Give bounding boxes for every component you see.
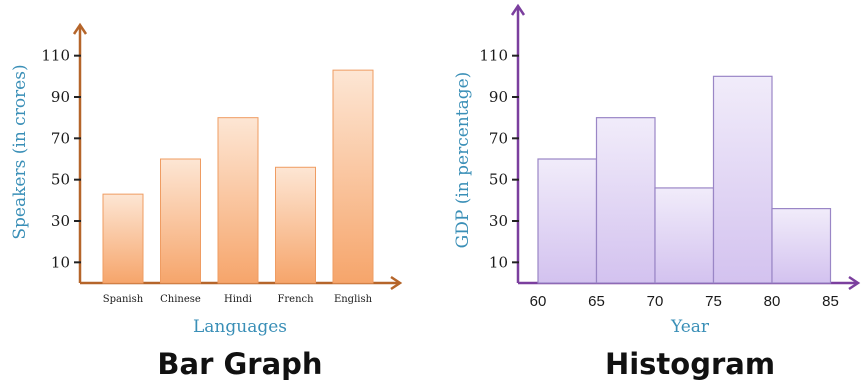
histogram-bin-80-85	[771, 208, 832, 284]
bar-graph: 10 30 50 70 90 110 Spanish Chinese Hindi French E…	[10, 22, 403, 381]
bar-graph-caption: Bar Graph	[157, 347, 322, 381]
histogram-y-tick-label: 30	[489, 212, 508, 230]
histogram-bin-70-75	[654, 187, 715, 284]
bar-graph-category-label: English	[334, 294, 373, 305]
bar-english	[332, 69, 374, 284]
histogram-bin-65-70	[595, 117, 656, 284]
bar-graph-y-tick-label: 110	[41, 47, 70, 65]
bar-graph-category-label: Hindi	[224, 294, 252, 305]
histogram-x-tick-label: 60	[530, 293, 547, 310]
bar-graph-y-axis-title: Speakers (in crores)	[10, 64, 30, 239]
histogram-x-tick-label: 70	[647, 293, 664, 310]
bar-spanish	[102, 193, 144, 284]
bar-graph-x-axis-arrow	[390, 275, 403, 291]
histogram-y-tick-label: 50	[489, 171, 508, 189]
histogram-bars	[537, 75, 832, 284]
histogram-y-axis-arrow	[510, 3, 526, 16]
histogram-y-tick-label: 10	[489, 253, 508, 271]
bar-graph-bars	[102, 69, 374, 284]
bar-graph-y-axis-arrow	[72, 22, 88, 35]
bar-chinese	[160, 158, 201, 284]
histogram-x-ticks: 60 65 70 75 80 85	[530, 293, 839, 310]
bar-graph-y-tick-label: 50	[51, 171, 70, 189]
histogram-x-axis-title: Year	[670, 317, 710, 337]
histogram-bin-75-80	[712, 75, 773, 284]
bar-graph-category-labels: Spanish Chinese Hindi French English	[103, 294, 373, 305]
histogram-y-tick-label: 70	[489, 129, 508, 147]
histogram-x-tick-label: 80	[764, 293, 781, 310]
bar-graph-y-tick-label: 10	[51, 253, 70, 271]
histogram: 10 30 50 70 90 110 60 65 70 75 80 85 Year GDP (in …	[453, 3, 861, 381]
histogram-x-axis-arrow	[848, 275, 861, 291]
bar-graph-category-label: Chinese	[160, 294, 201, 305]
histogram-caption: Histogram	[605, 347, 775, 381]
bar-graph-y-tick-label: 70	[51, 129, 70, 147]
histogram-y-axis-title: GDP (in percentage)	[453, 72, 473, 249]
histogram-y-tick-label: 110	[479, 47, 508, 65]
bar-graph-y-ticks: 10 30 50 70 90 110	[41, 47, 81, 271]
histogram-y-ticks: 10 30 50 70 90 110	[479, 47, 519, 271]
bar-graph-category-label: Spanish	[103, 294, 144, 305]
bar-hindi	[217, 117, 259, 284]
bar-graph-y-tick-label: 90	[51, 88, 70, 106]
bar-french	[275, 166, 316, 284]
histogram-bin-60-65	[537, 158, 598, 284]
histogram-x-tick-label: 65	[588, 293, 605, 310]
bar-graph-y-tick-label: 30	[51, 212, 70, 230]
bar-graph-x-axis-title: Languages	[193, 317, 287, 337]
histogram-y-tick-label: 90	[489, 88, 508, 106]
bar-graph-category-label: French	[277, 294, 314, 305]
histogram-x-tick-label: 85	[822, 293, 839, 310]
histogram-x-tick-label: 75	[705, 293, 722, 310]
